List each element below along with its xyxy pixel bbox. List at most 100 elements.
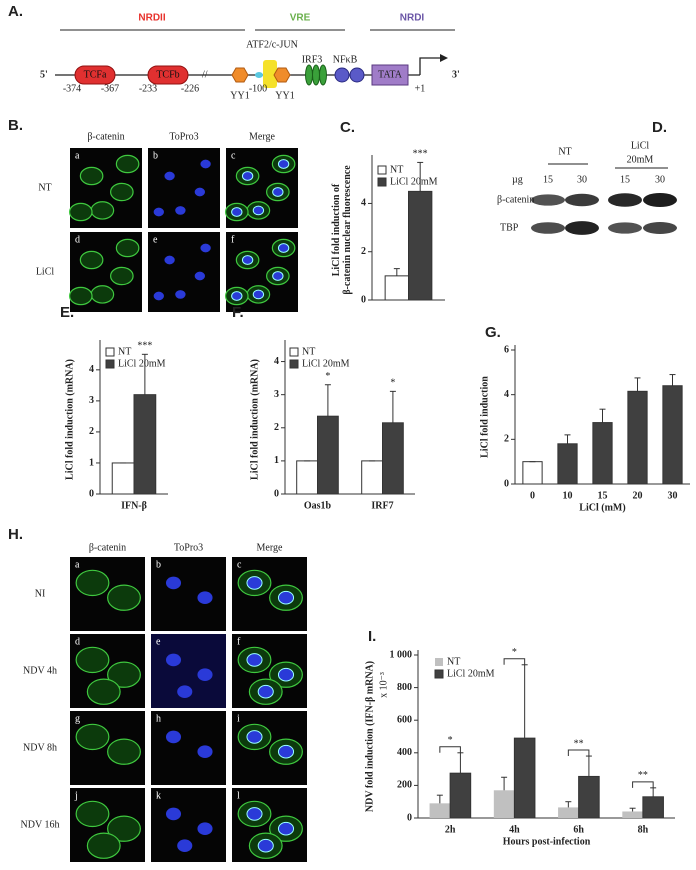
y-tick-label: 2: [274, 422, 279, 433]
subpanel-letter: g: [75, 713, 80, 724]
row-label: NDV 4h: [23, 665, 57, 676]
legend-label: LiCl 20mM: [390, 176, 438, 187]
bar: [522, 461, 543, 485]
cell: [107, 584, 141, 611]
nucleus: [153, 207, 164, 217]
row-label: NI: [35, 588, 46, 599]
subpanel-letter: j: [74, 790, 78, 801]
nucleus: [194, 271, 206, 281]
significance: *: [325, 371, 330, 382]
blot-band: [643, 193, 677, 207]
end-label: 5': [40, 69, 48, 80]
column-header: β-catenin: [87, 131, 124, 142]
subpanel-letter: h: [156, 713, 161, 724]
factor-label: NFκB: [333, 54, 358, 65]
y-tick-label: 4: [361, 198, 366, 209]
nucleus: [200, 243, 211, 253]
legend-label: NT: [302, 346, 315, 357]
group-label: NT: [558, 146, 571, 157]
panel-label: E.: [60, 304, 74, 321]
lane-label: 15: [620, 174, 630, 185]
end-label: 3': [452, 69, 460, 80]
subpanel-letter: e: [156, 636, 161, 647]
x-tick-label: 20: [633, 490, 643, 501]
x-tick-label: Oas1b: [304, 500, 332, 511]
x-tick-label: IRF7: [371, 500, 393, 511]
cell: [107, 815, 141, 842]
y-axis-label: LiCl fold induction of: [331, 183, 342, 276]
legend-label: NT: [118, 346, 131, 357]
nucleus: [257, 684, 274, 699]
site: [255, 72, 263, 78]
y-axis-label: LiCl fold induction (mRNA): [64, 359, 75, 480]
y-tick-label: 1: [89, 457, 94, 468]
y-tick-label: 3: [89, 395, 94, 406]
y-tick-label: 2: [361, 246, 366, 257]
subpanel-letter: l: [237, 790, 240, 801]
nucleus: [241, 255, 254, 265]
tss-arrow: [419, 57, 440, 75]
tata-box: [371, 64, 409, 86]
position-label: -226: [181, 83, 199, 94]
factor-label: ATF2/c-JUN: [246, 39, 298, 50]
cell: [75, 569, 110, 597]
y-unit: x 10⁻³: [378, 672, 389, 698]
factor-label: IRF3: [302, 54, 323, 65]
cell: [86, 678, 121, 705]
region-name: NRDII: [138, 13, 165, 24]
cell: [75, 723, 110, 751]
micrograph: [151, 557, 226, 631]
blot-band: [608, 222, 642, 234]
y-tick-label: 400: [397, 747, 412, 758]
panel-label: F.: [232, 304, 244, 321]
x-tick-label: 30: [668, 490, 678, 501]
bar: [558, 807, 579, 818]
y-tick-label: 2: [89, 426, 94, 437]
cell: [115, 238, 140, 258]
y-tick-label: 4: [504, 389, 509, 400]
break-mark: //: [202, 69, 208, 80]
nucleus: [277, 821, 295, 836]
cell: [107, 661, 141, 688]
significance: *: [512, 647, 517, 658]
panel-label: I.: [368, 628, 376, 645]
nucleus: [197, 668, 213, 681]
y-tick-label: 1 000: [390, 649, 413, 660]
region-name: VRE: [290, 13, 311, 24]
cell: [79, 166, 104, 186]
blot-band: [531, 194, 565, 206]
nucleus: [165, 653, 182, 667]
nucleus: [197, 822, 213, 835]
site-label: TCFa: [84, 69, 107, 80]
row-label: NDV 8h: [23, 742, 57, 753]
bar: [429, 803, 451, 818]
subpanel-letter: e: [153, 234, 158, 245]
cell: [110, 266, 134, 286]
x-tick-label: 0: [530, 490, 535, 501]
nucleus: [277, 243, 290, 253]
subpanel-letter: a: [75, 150, 80, 161]
blot-band: [608, 193, 642, 207]
x-tick-label: 6h: [573, 824, 584, 835]
nucleus: [231, 207, 243, 217]
position-label: -100: [249, 83, 267, 94]
tcf-site: [74, 65, 116, 85]
bar: [408, 190, 433, 301]
nucleus: [197, 745, 213, 758]
group-note: 20mM: [627, 154, 654, 165]
cell: [90, 285, 115, 304]
nucleus: [175, 206, 186, 215]
bar: [111, 462, 135, 495]
y-tick-label: 1: [274, 455, 279, 466]
micrograph: [151, 711, 226, 785]
blot-band: [565, 193, 599, 207]
significance: ***: [413, 149, 428, 160]
y-tick-label: 2: [504, 434, 509, 445]
subpanel-letter: d: [75, 234, 80, 245]
nucleus: [277, 590, 295, 605]
x-tick-label: 10: [563, 490, 573, 501]
cell: [79, 250, 104, 270]
column-header: ToPro3: [174, 542, 203, 553]
yy1-site: [231, 67, 249, 83]
